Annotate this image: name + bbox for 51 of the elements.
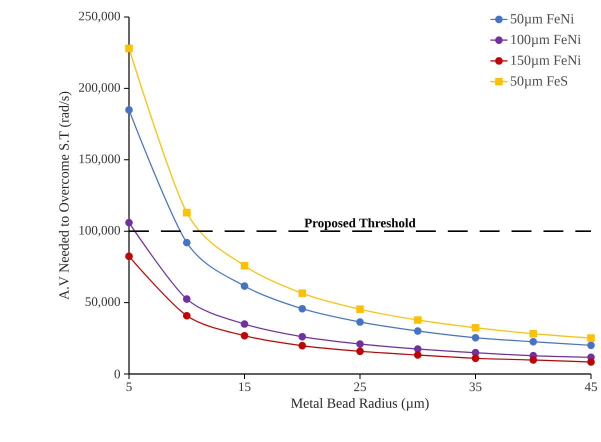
point: [182, 208, 191, 216]
point: [472, 354, 480, 362]
x-axis-title: Metal Bead Radius (µm): [291, 398, 429, 411]
point: [414, 351, 422, 359]
point: [529, 356, 538, 364]
legend-label: 100µm FeNi: [511, 34, 581, 48]
point: [529, 330, 538, 338]
point: [125, 218, 133, 226]
x-tick-label: 15: [239, 382, 250, 392]
point: [356, 318, 364, 326]
point: [298, 332, 306, 341]
legend-label: 50µm FeS: [510, 76, 568, 88]
x-tick-label: 5: [126, 382, 132, 392]
point: [356, 340, 364, 348]
point: [125, 44, 133, 52]
point: [240, 320, 248, 328]
y-tick-label: 250,000: [78, 12, 120, 22]
x-tick-label: 45: [584, 382, 597, 392]
point: [125, 252, 133, 260]
y-tick-label: 0: [114, 370, 120, 378]
point: [356, 306, 364, 314]
point: [587, 334, 595, 342]
point: [472, 334, 480, 342]
legend-label: 150µm FeNi: [511, 56, 581, 68]
y-axis-title: A.V Needed to Overcome S.T (rad/s): [58, 92, 72, 300]
x-tick-label: 25: [354, 382, 366, 392]
point: [182, 295, 191, 303]
point: [587, 342, 595, 350]
y-tick-label: 50,000: [86, 297, 120, 308]
point: [240, 262, 248, 270]
legend-label: 50µm FeNi: [510, 14, 574, 26]
point: [182, 312, 191, 320]
point: [414, 345, 422, 353]
y-tick-label: 200,000: [78, 83, 120, 94]
point: [125, 106, 133, 114]
point: [298, 290, 306, 298]
ref-line-label: Proposed Threshold: [304, 218, 416, 230]
point: [356, 348, 364, 356]
point: [414, 316, 422, 324]
point: [414, 327, 422, 335]
point: [240, 332, 248, 340]
point: [298, 304, 306, 313]
point: [472, 324, 480, 332]
point: [240, 282, 248, 290]
y-tick-label: 100,000: [80, 226, 120, 237]
point: [182, 238, 191, 246]
point: [587, 358, 595, 366]
y-tick-label: 150,000: [80, 154, 120, 166]
point: [529, 338, 538, 346]
x-tick-label: 35: [470, 382, 482, 392]
point: [298, 342, 306, 350]
